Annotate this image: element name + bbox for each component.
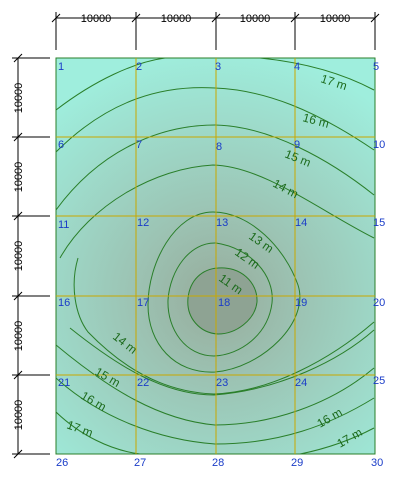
left-dim-label-2: 10000 (13, 162, 25, 193)
node-label: 19 (295, 297, 307, 309)
node-label: 2 (136, 61, 142, 73)
contour-12m (167, 242, 273, 357)
contour-15m-bottom (56, 344, 375, 426)
contour-16m (56, 87, 375, 153)
contour-13m (147, 211, 301, 373)
node-label: 11 (58, 219, 69, 231)
node-label: 13 (216, 217, 228, 229)
contour-11m (187, 267, 258, 335)
contour-label: 16 m (301, 110, 330, 130)
node-label: 18 (218, 297, 230, 309)
contour-14m-left (73, 257, 375, 395)
node-label: 28 (212, 457, 224, 469)
node-label: 25 (373, 375, 385, 387)
node-label: 3 (215, 61, 221, 73)
contour-16m-bottom (56, 377, 375, 445)
contour-lines (56, 58, 375, 454)
node-label: 10 (373, 139, 385, 151)
top-dim-label-4: 10000 (320, 13, 351, 25)
node-label: 23 (216, 377, 228, 389)
left-dim-label-3: 10000 (13, 241, 25, 272)
node-labels: 1 2 3 4 5 6 7 8 9 10 11 12 13 14 15 16 1… (56, 61, 385, 469)
node-label: 24 (295, 377, 307, 389)
node-label: 8 (216, 141, 222, 153)
node-label: 9 (294, 139, 300, 151)
node-label: 16 (58, 297, 70, 309)
node-label: 26 (56, 457, 68, 469)
node-label: 29 (291, 457, 303, 469)
node-label: 7 (136, 139, 142, 151)
left-dim-label-5: 10000 (13, 400, 25, 431)
node-label: 20 (373, 297, 385, 309)
contour-17m (56, 58, 375, 111)
node-label: 6 (58, 139, 64, 151)
top-dim-label-2: 10000 (161, 13, 192, 25)
node-label: 21 (58, 377, 70, 389)
top-dim-label-3: 10000 (240, 13, 271, 25)
node-label: 17 (137, 297, 149, 309)
node-label: 12 (137, 217, 149, 229)
left-dim-label-1: 10000 (13, 83, 25, 114)
contour-14m (59, 164, 375, 396)
left-dim-label-4: 10000 (13, 321, 25, 352)
node-label: 1 (58, 61, 64, 73)
top-dim-label-1: 10000 (81, 13, 112, 25)
node-label: 30 (371, 457, 383, 469)
top-dimension (51, 12, 380, 50)
node-label: 5 (373, 61, 379, 73)
node-label: 14 (295, 217, 307, 229)
node-label: 27 (134, 457, 146, 469)
node-label: 4 (294, 61, 300, 73)
left-dimension (12, 53, 50, 459)
node-label: 15 (373, 217, 385, 229)
node-label: 22 (137, 377, 149, 389)
contour-17m-bottom (56, 411, 375, 454)
grid-lines (56, 58, 375, 454)
contour-15m (56, 124, 375, 211)
